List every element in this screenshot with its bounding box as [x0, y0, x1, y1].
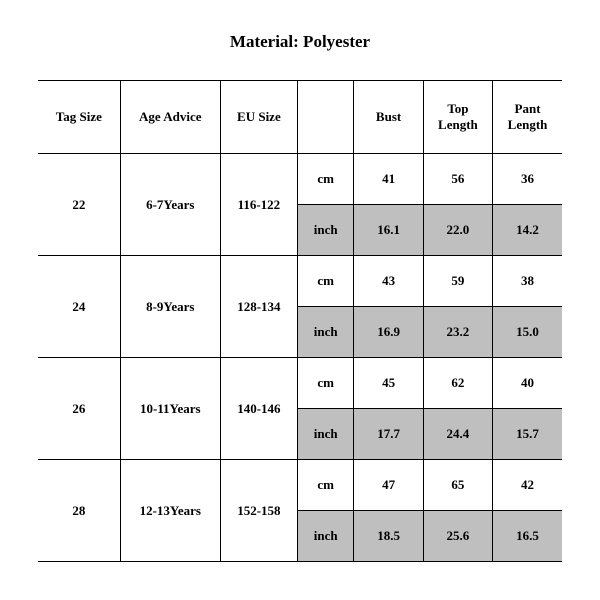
- cell-age: 6-7Years: [120, 154, 220, 256]
- cell-bust-inch: 17.7: [354, 409, 423, 460]
- cell-age: 8-9Years: [120, 256, 220, 358]
- col-header-bust: Bust: [354, 81, 423, 154]
- cell-bust-cm: 43: [354, 256, 423, 307]
- cell-pant-cm: 36: [493, 154, 562, 205]
- cell-unit-inch: inch: [297, 205, 354, 256]
- cell-top-inch: 24.4: [423, 409, 492, 460]
- cell-eu: 152-158: [220, 460, 297, 562]
- cell-top-cm: 65: [423, 460, 492, 511]
- cell-top-cm: 62: [423, 358, 492, 409]
- table-row: 26 10-11Years 140-146 cm 45 62 40: [38, 358, 562, 409]
- cell-bust-inch: 16.1: [354, 205, 423, 256]
- cell-pant-inch: 15.0: [493, 307, 562, 358]
- cell-pant-inch: 14.2: [493, 205, 562, 256]
- cell-unit-inch: inch: [297, 307, 354, 358]
- col-header-tag: Tag Size: [38, 81, 120, 154]
- table-row: 22 6-7Years 116-122 cm 41 56 36: [38, 154, 562, 205]
- cell-tag: 26: [38, 358, 120, 460]
- col-header-pant: PantLength: [493, 81, 562, 154]
- col-header-eu: EU Size: [220, 81, 297, 154]
- cell-unit-inch: inch: [297, 409, 354, 460]
- page-title: Material: Polyester: [38, 32, 562, 52]
- cell-unit-cm: cm: [297, 154, 354, 205]
- col-header-unit: [297, 81, 354, 154]
- cell-pant-cm: 38: [493, 256, 562, 307]
- cell-top-cm: 59: [423, 256, 492, 307]
- cell-pant-inch: 15.7: [493, 409, 562, 460]
- cell-unit-cm: cm: [297, 256, 354, 307]
- col-header-age: Age Advice: [120, 81, 220, 154]
- table-row: 28 12-13Years 152-158 cm 47 65 42: [38, 460, 562, 511]
- cell-age: 10-11Years: [120, 358, 220, 460]
- cell-pant-cm: 40: [493, 358, 562, 409]
- cell-bust-cm: 45: [354, 358, 423, 409]
- cell-eu: 140-146: [220, 358, 297, 460]
- cell-top-cm: 56: [423, 154, 492, 205]
- cell-unit-inch: inch: [297, 511, 354, 562]
- table-row: 24 8-9Years 128-134 cm 43 59 38: [38, 256, 562, 307]
- cell-tag: 24: [38, 256, 120, 358]
- cell-pant-cm: 42: [493, 460, 562, 511]
- cell-bust-inch: 18.5: [354, 511, 423, 562]
- cell-eu: 116-122: [220, 154, 297, 256]
- cell-top-inch: 23.2: [423, 307, 492, 358]
- cell-top-inch: 25.6: [423, 511, 492, 562]
- size-table: Tag Size Age Advice EU Size Bust TopLeng…: [38, 80, 562, 562]
- cell-unit-cm: cm: [297, 358, 354, 409]
- cell-bust-inch: 16.9: [354, 307, 423, 358]
- cell-bust-cm: 47: [354, 460, 423, 511]
- cell-tag: 28: [38, 460, 120, 562]
- cell-unit-cm: cm: [297, 460, 354, 511]
- cell-tag: 22: [38, 154, 120, 256]
- table-header-row: Tag Size Age Advice EU Size Bust TopLeng…: [38, 81, 562, 154]
- cell-bust-cm: 41: [354, 154, 423, 205]
- cell-eu: 128-134: [220, 256, 297, 358]
- cell-top-inch: 22.0: [423, 205, 492, 256]
- cell-age: 12-13Years: [120, 460, 220, 562]
- page: Material: Polyester Tag Size Age Advice …: [0, 0, 600, 600]
- cell-pant-inch: 16.5: [493, 511, 562, 562]
- col-header-top: TopLength: [423, 81, 492, 154]
